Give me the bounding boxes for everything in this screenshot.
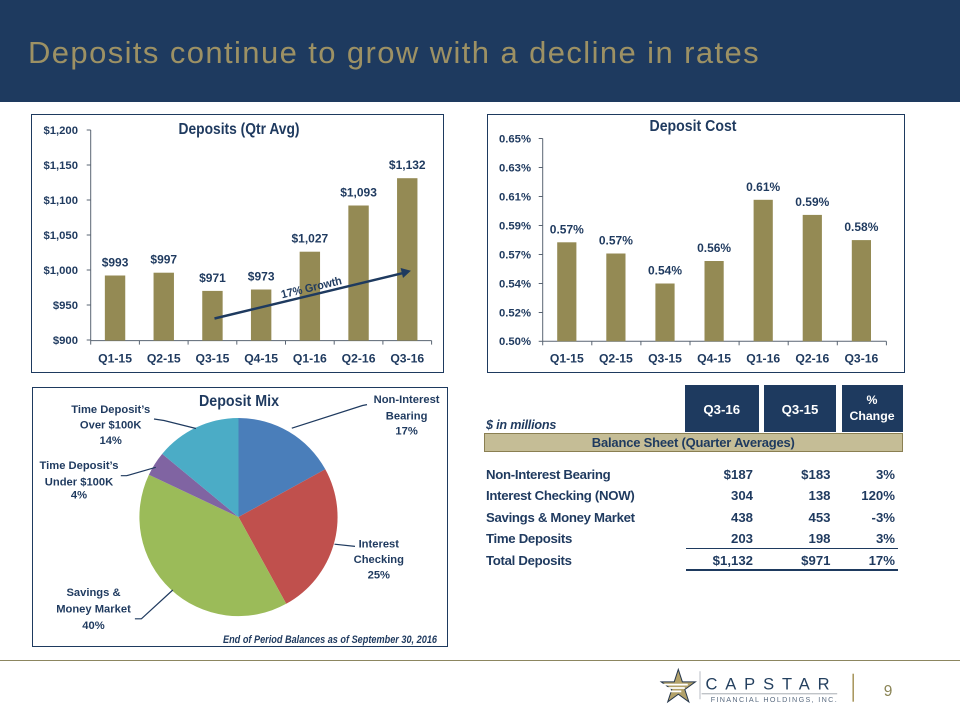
svg-text:0.61%: 0.61%	[746, 180, 780, 194]
svg-text:$950: $950	[53, 300, 78, 312]
svg-text:$1,200: $1,200	[43, 125, 78, 137]
svg-text:$1,132: $1,132	[389, 158, 426, 172]
svg-text:Q3-16: Q3-16	[390, 352, 424, 366]
svg-text:Under $100K: Under $100K	[45, 477, 113, 489]
svg-text:0.50%: 0.50%	[499, 336, 531, 348]
svg-text:$993: $993	[102, 256, 129, 270]
svg-text:0.57%: 0.57%	[599, 234, 633, 248]
svg-text:$900: $900	[53, 335, 78, 347]
svg-text:0.59%: 0.59%	[499, 220, 531, 232]
svg-text:$1,050: $1,050	[43, 230, 78, 242]
svg-text:Q3-16: Q3-16	[844, 352, 878, 366]
svg-text:Deposit Cost: Deposit Cost	[650, 118, 738, 135]
svg-text:0.57%: 0.57%	[499, 249, 531, 261]
svg-text:0.57%: 0.57%	[550, 222, 584, 236]
svg-text:Q3-15: Q3-15	[648, 352, 682, 366]
svg-text:Checking: Checking	[354, 554, 405, 566]
svg-text:Q2-16: Q2-16	[795, 352, 829, 366]
svg-text:Q4-15: Q4-15	[244, 352, 278, 366]
svg-text:Deposit Mix: Deposit Mix	[199, 393, 279, 410]
svg-text:0.56%: 0.56%	[697, 241, 731, 255]
svg-text:$1,027: $1,027	[291, 232, 328, 246]
svg-text:$1,000: $1,000	[43, 265, 78, 277]
svg-text:17%: 17%	[395, 425, 417, 437]
svg-text:4%: 4%	[71, 490, 87, 502]
svg-text:Q3-15: Q3-15	[196, 352, 230, 366]
svg-text:$1,093: $1,093	[340, 186, 377, 200]
svg-text:Savings &: Savings &	[66, 587, 120, 599]
svg-text:40%: 40%	[82, 620, 104, 632]
svg-text:0.61%: 0.61%	[499, 191, 531, 203]
svg-text:0.58%: 0.58%	[844, 220, 878, 234]
svg-text:25%: 25%	[368, 570, 390, 582]
svg-text:Money Market: Money Market	[56, 604, 131, 616]
svg-text:$997: $997	[150, 253, 177, 267]
svg-text:$973: $973	[248, 270, 275, 284]
svg-text:Interest: Interest	[359, 539, 400, 551]
svg-text:Q1-15: Q1-15	[550, 352, 584, 366]
svg-text:Deposits (Qtr Avg): Deposits (Qtr Avg)	[179, 121, 300, 138]
svg-text:Q2-15: Q2-15	[599, 352, 633, 366]
svg-text:Q4-15: Q4-15	[697, 352, 731, 366]
svg-text:CAPSTAR: CAPSTAR	[706, 676, 837, 694]
svg-text:Time Deposit’s: Time Deposit’s	[40, 460, 119, 472]
svg-text:Q1-16: Q1-16	[746, 352, 780, 366]
svg-text:14%: 14%	[99, 435, 121, 447]
svg-text:Time Deposit’s: Time Deposit’s	[71, 404, 150, 416]
svg-text:0.54%: 0.54%	[648, 264, 682, 278]
svg-text:Bearing: Bearing	[386, 411, 428, 423]
svg-text:0.63%: 0.63%	[499, 162, 531, 174]
svg-text:Q1-15: Q1-15	[98, 352, 132, 366]
svg-text:0.65%: 0.65%	[499, 133, 531, 145]
svg-text:Q2-16: Q2-16	[342, 352, 376, 366]
svg-text:Over $100K: Over $100K	[80, 420, 142, 432]
svg-text:0.59%: 0.59%	[795, 195, 829, 209]
svg-text:$971: $971	[199, 271, 226, 285]
svg-text:$1,150: $1,150	[43, 160, 78, 172]
svg-text:Q1-16: Q1-16	[293, 352, 327, 366]
svg-text:Non-Interest: Non-Interest	[374, 394, 440, 406]
svg-text:0.52%: 0.52%	[499, 307, 531, 319]
svg-text:End of Period Balances as of S: End of Period Balances as of September 3…	[223, 634, 438, 646]
svg-text:Q2-15: Q2-15	[147, 352, 181, 366]
svg-text:0.54%: 0.54%	[499, 278, 531, 290]
svg-text:$1,100: $1,100	[43, 195, 78, 207]
svg-text:FINANCIAL HOLDINGS, INC.: FINANCIAL HOLDINGS, INC.	[711, 695, 839, 704]
